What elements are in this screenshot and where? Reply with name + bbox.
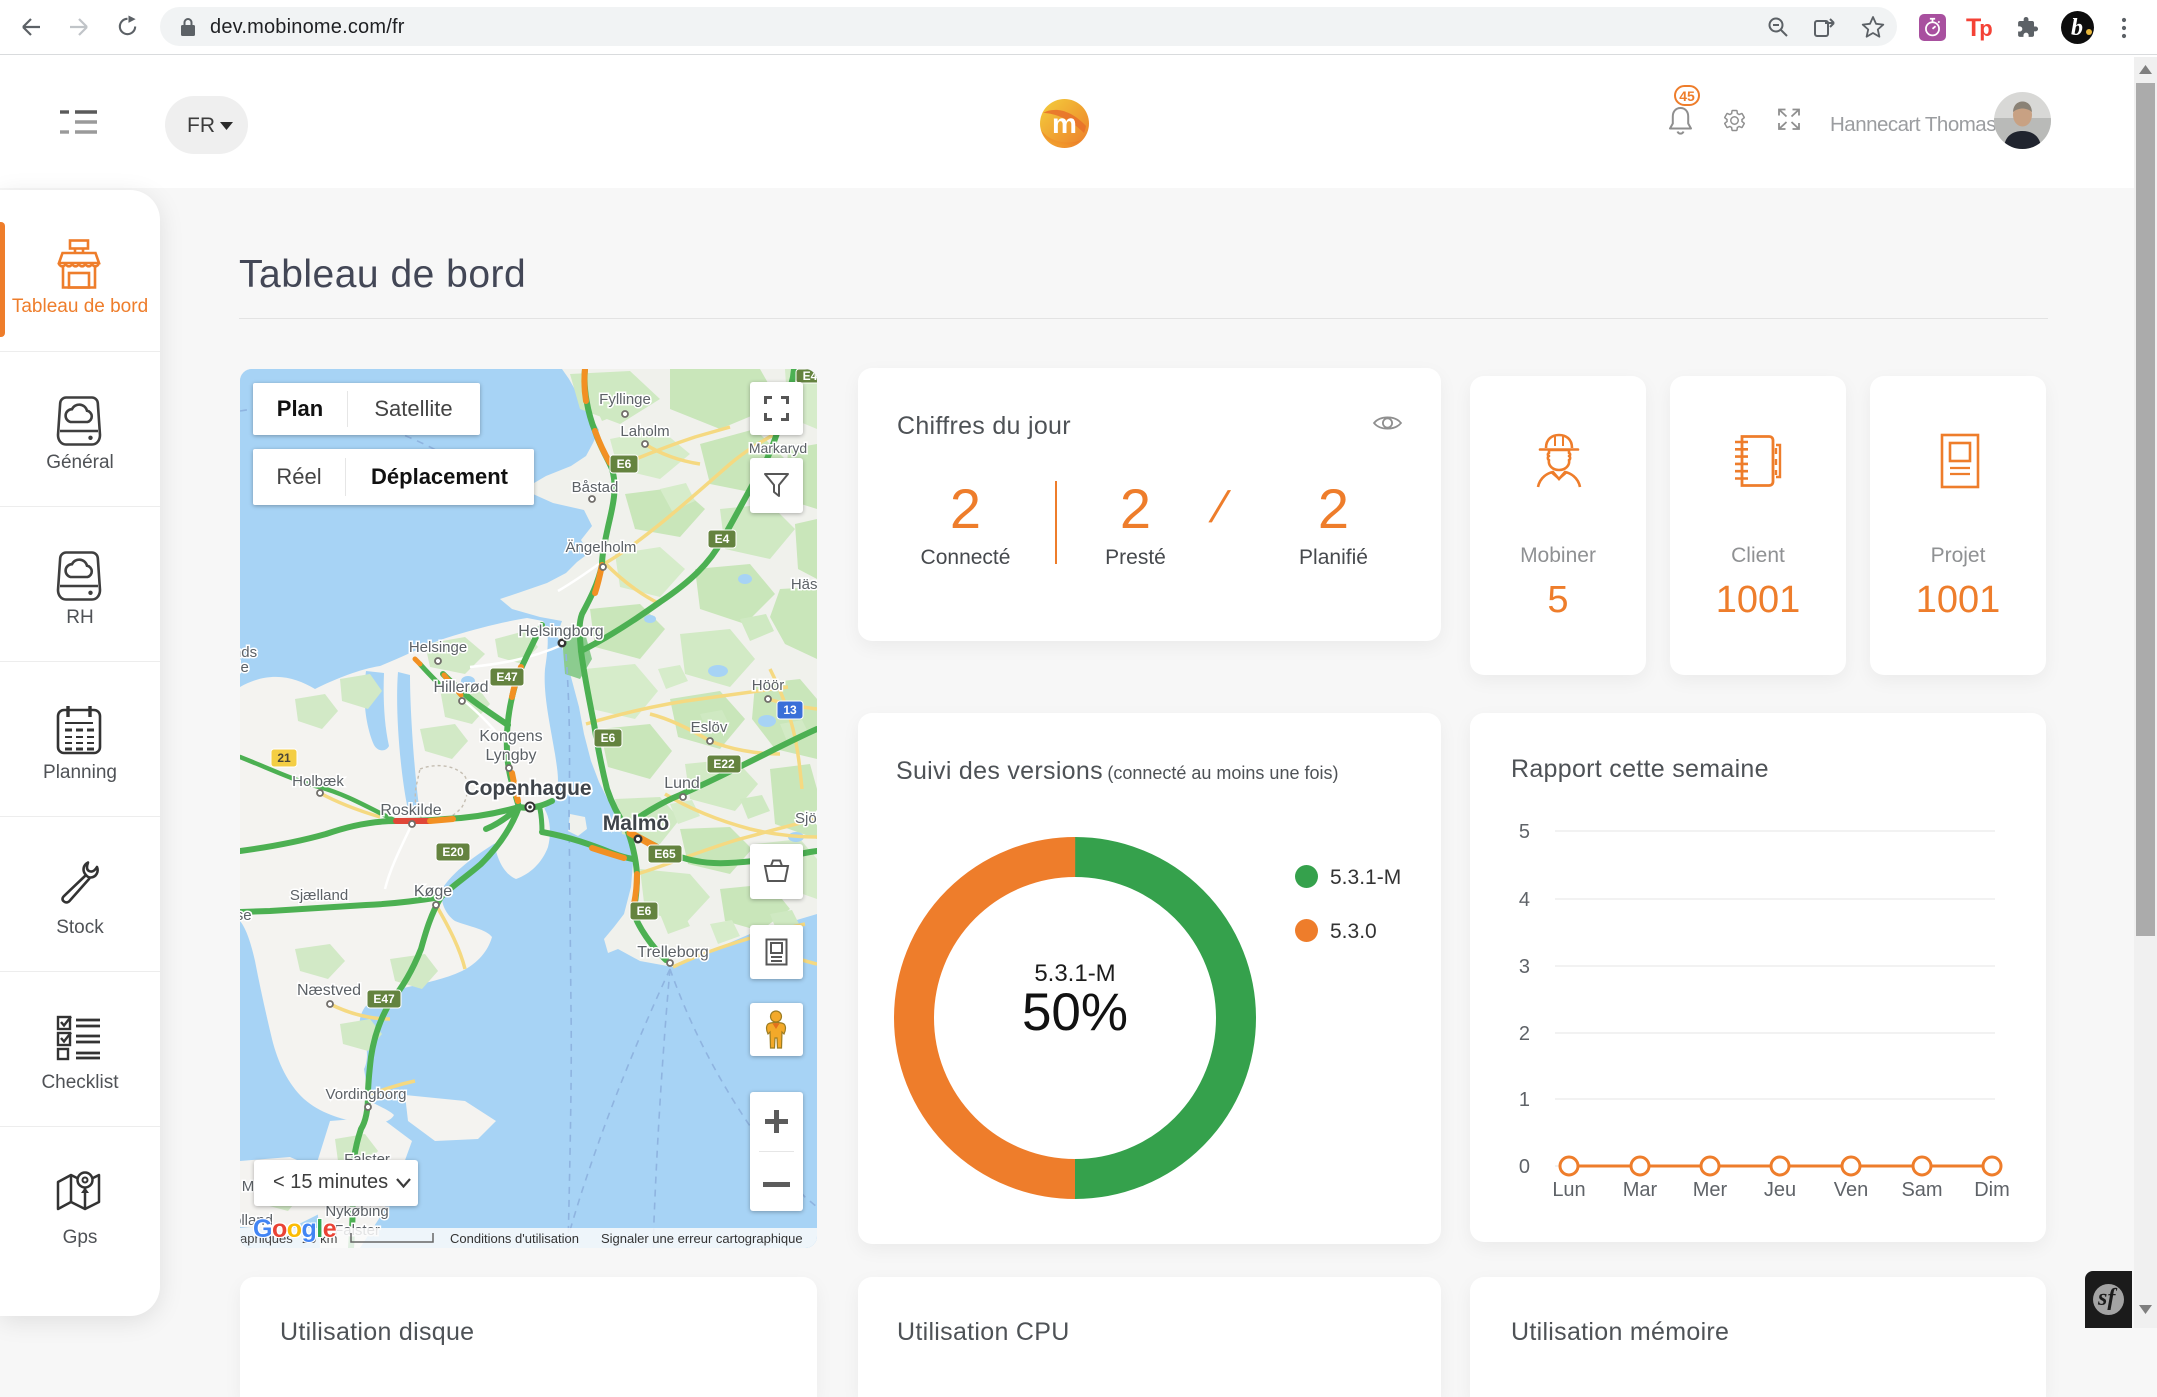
svg-text:Malmö: Malmö: [603, 812, 670, 835]
svg-text:Lund: Lund: [664, 775, 700, 792]
svg-text:50%: 50%: [1022, 983, 1128, 1042]
svg-text:Ängelholm: Ängelholm: [566, 539, 637, 556]
svg-text:Lun: Lun: [1552, 1179, 1585, 1201]
svg-text:4: 4: [1519, 889, 1530, 911]
svg-text:le: le: [240, 659, 249, 676]
svg-text:0: 0: [1519, 1156, 1530, 1178]
svg-text:E20: E20: [442, 845, 464, 859]
svg-text:Lyngby: Lyngby: [486, 747, 537, 764]
svg-text:5.3.1-M: 5.3.1-M: [1034, 960, 1115, 987]
svg-text:E6: E6: [617, 457, 632, 471]
svg-text:E65: E65: [654, 847, 676, 861]
svg-text:Båstad: Båstad: [572, 479, 619, 496]
svg-text:Kongens: Kongens: [479, 728, 542, 745]
svg-text:3: 3: [1519, 956, 1530, 978]
svg-text:lse: lse: [240, 907, 252, 924]
svg-text:Trelleborg: Trelleborg: [637, 944, 708, 961]
svg-text:E47: E47: [496, 670, 518, 684]
svg-text:m: m: [1052, 108, 1077, 139]
svg-text:Jeu: Jeu: [1764, 1179, 1796, 1201]
svg-text:Ven: Ven: [1834, 1179, 1868, 1201]
svg-text:E22: E22: [713, 757, 735, 771]
svg-text:1: 1: [1519, 1089, 1530, 1111]
svg-text:Markaryd: Markaryd: [749, 440, 807, 456]
svg-text:E6: E6: [601, 731, 616, 745]
svg-text:Eslöv: Eslöv: [691, 719, 728, 736]
svg-text:Sjöb: Sjöb: [795, 810, 817, 827]
svg-text:Copenhague: Copenhague: [464, 777, 591, 800]
svg-text:E47: E47: [373, 992, 395, 1006]
svg-text:Laholm: Laholm: [620, 423, 669, 440]
svg-text:2: 2: [1519, 1023, 1530, 1045]
svg-text:13: 13: [783, 703, 797, 717]
svg-text:Mar: Mar: [1623, 1179, 1658, 1201]
svg-text:E6: E6: [637, 904, 652, 918]
svg-text:Fyllinge: Fyllinge: [599, 391, 651, 408]
svg-text:olland: olland: [240, 1212, 273, 1229]
svg-text:Roskilde: Roskilde: [380, 802, 441, 819]
svg-text:M: M: [242, 1178, 255, 1195]
svg-text:Køge: Køge: [414, 883, 452, 900]
svg-text:Dim: Dim: [1974, 1179, 2010, 1201]
svg-text:5: 5: [1519, 821, 1530, 843]
svg-text:Höör: Höör: [752, 677, 785, 694]
svg-text:Nykøbing: Nykøbing: [325, 1203, 388, 1220]
svg-text:nds: nds: [240, 644, 257, 661]
svg-text:b: b: [2071, 15, 2083, 41]
svg-text:Helsingborg: Helsingborg: [518, 623, 603, 640]
svg-text:E4: E4: [803, 369, 817, 383]
svg-text:Sjælland: Sjælland: [290, 887, 348, 904]
svg-text:Næstved: Næstved: [297, 982, 361, 999]
svg-text:Helsinge: Helsinge: [409, 639, 467, 656]
svg-text:Hässleholm: Hässleholm: [791, 576, 817, 593]
svg-text:Mer: Mer: [1693, 1179, 1728, 1201]
svg-text:21: 21: [277, 751, 291, 765]
svg-text:Vordingborg: Vordingborg: [326, 1086, 407, 1103]
svg-text:Sam: Sam: [1901, 1179, 1942, 1201]
svg-text:Holbæk: Holbæk: [292, 773, 344, 790]
svg-text:Hillerød: Hillerød: [433, 679, 488, 696]
svg-text:E4: E4: [715, 532, 730, 546]
